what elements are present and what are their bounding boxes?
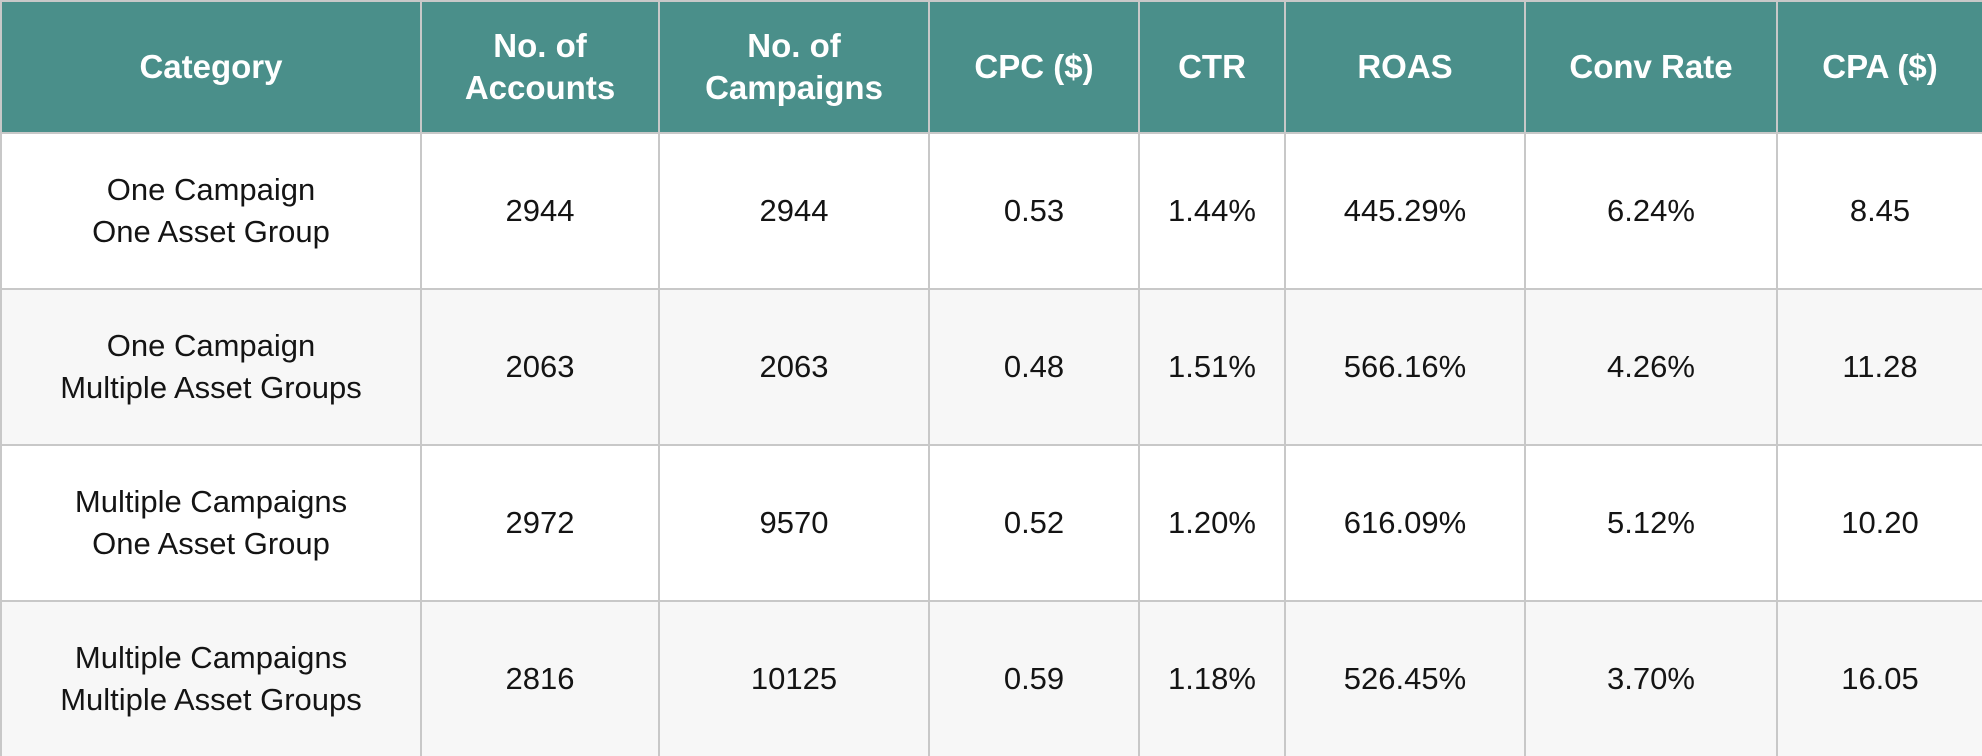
cell-conv-rate: 3.70% xyxy=(1524,600,1778,756)
cell-cpc: 0.48 xyxy=(928,288,1140,446)
cell-roas: 566.16% xyxy=(1284,288,1526,446)
cell-category: Multiple Campaigns Multiple Asset Groups xyxy=(0,600,422,756)
cell-roas: 616.09% xyxy=(1284,444,1526,602)
cell-campaigns: 10125 xyxy=(658,600,930,756)
table-row: Multiple Campaigns One Asset Group 2972 … xyxy=(0,444,1982,602)
header-campaigns: No. of Campaigns xyxy=(658,0,930,134)
cell-accounts: 2944 xyxy=(420,132,660,290)
header-conv-rate: Conv Rate xyxy=(1524,0,1778,134)
table-row: One Campaign One Asset Group 2944 2944 0… xyxy=(0,132,1982,290)
cell-ctr: 1.18% xyxy=(1138,600,1286,756)
header-cpc: CPC ($) xyxy=(928,0,1140,134)
header-ctr: CTR xyxy=(1138,0,1286,134)
cell-category: Multiple Campaigns One Asset Group xyxy=(0,444,422,602)
cell-cpc: 0.53 xyxy=(928,132,1140,290)
cell-conv-rate: 4.26% xyxy=(1524,288,1778,446)
cell-cpa: 10.20 xyxy=(1776,444,1982,602)
cell-cpa: 11.28 xyxy=(1776,288,1982,446)
cell-ctr: 1.44% xyxy=(1138,132,1286,290)
cell-cpa: 16.05 xyxy=(1776,600,1982,756)
cell-campaigns: 9570 xyxy=(658,444,930,602)
cell-accounts: 2972 xyxy=(420,444,660,602)
cell-campaigns: 2063 xyxy=(658,288,930,446)
header-accounts: No. of Accounts xyxy=(420,0,660,134)
cell-ctr: 1.20% xyxy=(1138,444,1286,602)
header-cpa: CPA ($) xyxy=(1776,0,1982,134)
cell-conv-rate: 5.12% xyxy=(1524,444,1778,602)
cell-cpc: 0.59 xyxy=(928,600,1140,756)
header-roas: ROAS xyxy=(1284,0,1526,134)
table-row: One Campaign Multiple Asset Groups 2063 … xyxy=(0,288,1982,446)
table-row: Multiple Campaigns Multiple Asset Groups… xyxy=(0,600,1982,756)
cell-conv-rate: 6.24% xyxy=(1524,132,1778,290)
cell-roas: 526.45% xyxy=(1284,600,1526,756)
cell-cpc: 0.52 xyxy=(928,444,1140,602)
header-row: Category No. of Accounts No. of Campaign… xyxy=(0,0,1982,134)
cell-cpa: 8.45 xyxy=(1776,132,1982,290)
cell-ctr: 1.51% xyxy=(1138,288,1286,446)
cell-category: One Campaign One Asset Group xyxy=(0,132,422,290)
cell-accounts: 2063 xyxy=(420,288,660,446)
cell-accounts: 2816 xyxy=(420,600,660,756)
header-category: Category xyxy=(0,0,422,134)
cell-roas: 445.29% xyxy=(1284,132,1526,290)
cell-category: One Campaign Multiple Asset Groups xyxy=(0,288,422,446)
cell-campaigns: 2944 xyxy=(658,132,930,290)
